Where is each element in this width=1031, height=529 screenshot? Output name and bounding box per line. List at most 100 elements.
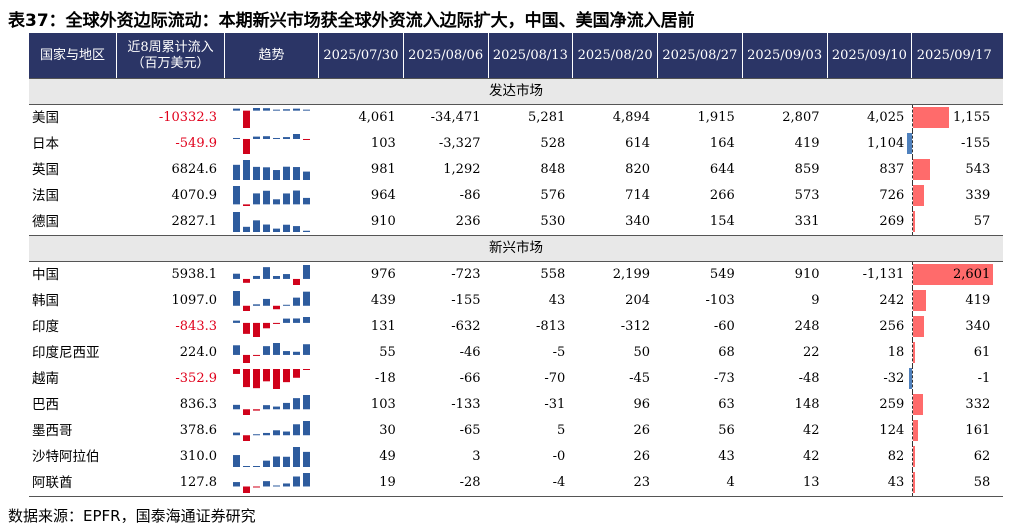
sparkline-bar — [233, 320, 240, 323]
header-date: 2025/08/06 — [404, 33, 489, 78]
sparkline-bar — [243, 354, 250, 363]
latest-value: 543 — [965, 162, 991, 177]
weekly-flow: 4,894 — [612, 110, 650, 125]
weekly-flow: 43 — [887, 475, 905, 490]
country-name: 德国 — [32, 214, 59, 230]
sparkline-bar — [233, 164, 240, 180]
sparkline-bar — [293, 108, 300, 111]
sparkline-bar — [283, 193, 290, 205]
latest-value: 332 — [965, 397, 991, 412]
latest-value: 57 — [973, 214, 991, 229]
trend-sparkline — [225, 157, 319, 183]
sparkline-chart — [233, 108, 310, 128]
weekly-flow: 266 — [709, 188, 735, 203]
weekly-flow: -4 — [552, 475, 566, 490]
country-name: 越南 — [32, 371, 59, 387]
weekly-flow: 43 — [548, 293, 566, 308]
zero-axis — [912, 470, 914, 496]
header-date: 2025/08/13 — [489, 33, 574, 78]
trend-sparkline — [225, 262, 319, 288]
sparkline-bar — [283, 483, 290, 487]
sparkline-bar — [303, 473, 310, 487]
cumulative-flow: 6824.6 — [171, 162, 218, 177]
sparkline-bar — [253, 304, 260, 306]
sparkline-bar — [263, 460, 270, 467]
weekly-flow: 63 — [718, 397, 735, 412]
data-bar — [913, 107, 949, 128]
sparkline-bar — [263, 108, 270, 111]
sparkline-chart — [233, 160, 310, 180]
sparkline-bar — [243, 322, 250, 334]
zero-axis — [912, 314, 914, 340]
weekly-flow: 644 — [709, 162, 735, 177]
sparkline-chart — [233, 343, 310, 363]
data-bar — [913, 446, 916, 467]
weekly-flow: 259 — [879, 397, 905, 412]
weekly-flow: 164 — [709, 136, 735, 151]
country-name: 墨西哥 — [32, 423, 73, 439]
weekly-flow: -60 — [713, 319, 735, 334]
flows-table: 国家与地区 近8周累计流入（百万美元） 趋势 2025/07/30 2025/0… — [29, 33, 1003, 497]
trend-sparkline — [225, 366, 319, 392]
weekly-flow: -133 — [451, 397, 481, 412]
country-name: 印度 — [32, 319, 59, 335]
data-bar — [913, 264, 994, 285]
latest-value: 161 — [965, 423, 991, 438]
sparkline-bar — [303, 291, 310, 306]
weekly-flow: -31 — [544, 397, 566, 412]
weekly-flow: 558 — [540, 267, 566, 282]
sparkline-bar — [263, 346, 270, 355]
zero-axis — [912, 418, 914, 444]
weekly-flow: 837 — [879, 162, 905, 177]
sparkline-bar — [233, 137, 240, 139]
latest-value: 58 — [973, 475, 991, 490]
weekly-flow: 848 — [540, 162, 566, 177]
weekly-flow: -32 — [883, 371, 905, 386]
table-row: 韩国 1097.0 439 -155 43 204 -103 9 242 419 — [29, 288, 1003, 314]
sparkline-bar — [263, 136, 270, 139]
sparkline-bar — [283, 166, 290, 180]
sparkline-chart — [233, 421, 310, 441]
header-country: 国家与地区 — [29, 33, 117, 78]
weekly-flow: -5 — [552, 345, 566, 360]
header-trend: 趋势 — [225, 33, 319, 78]
weekly-flow: 528 — [540, 136, 566, 151]
sparkline-bar — [233, 455, 240, 467]
sparkline-bar — [293, 351, 300, 355]
sparkline-bar — [233, 273, 240, 279]
weekly-flow: -155 — [451, 293, 481, 308]
weekly-flow: 331 — [794, 214, 820, 229]
weekly-flow: 13 — [802, 475, 820, 490]
latest-value: 419 — [965, 293, 991, 308]
table-row: 德国 2827.1 910 236 530 340 154 331 269 57 — [29, 209, 1003, 235]
data-bar — [913, 472, 916, 493]
table-body: 发达市场 美国 -10332.3 4,061 -34,471 5,281 4,894 1,91… — [29, 78, 1003, 497]
source-note: 数据来源：EPFR，国泰海通证券研究 — [8, 507, 256, 525]
trend-sparkline — [225, 209, 319, 235]
sparkline-bar — [293, 318, 300, 323]
zero-axis — [912, 392, 914, 418]
weekly-flow: 256 — [879, 319, 905, 334]
sparkline-bar — [253, 466, 260, 467]
sparkline-bar — [283, 431, 290, 436]
weekly-flow: 55 — [379, 345, 396, 360]
sparkline-bar — [273, 228, 280, 232]
data-bar — [907, 133, 913, 154]
table-row: 美国 -10332.3 4,061 -34,471 5,281 4,894 1,915 2,8… — [29, 105, 1003, 131]
sparkline-bar — [273, 170, 280, 180]
weekly-flow: 42 — [802, 449, 820, 464]
weekly-flow: 96 — [633, 397, 650, 412]
latest-value: 62 — [973, 449, 991, 464]
sparkline-bar — [233, 186, 240, 205]
zero-axis — [912, 209, 914, 235]
data-bar — [913, 290, 927, 311]
zero-axis — [912, 105, 914, 131]
latest-weekly-flow: 2,601 — [912, 262, 996, 288]
latest-value: 339 — [965, 188, 991, 203]
cumulative-flow: 224.0 — [179, 345, 217, 360]
weekly-flow: -3,327 — [438, 136, 481, 151]
weekly-flow: 549 — [709, 267, 735, 282]
sparkline-bar — [263, 481, 270, 487]
weekly-flow: 2,807 — [782, 110, 820, 125]
cumulative-flow: 836.3 — [179, 397, 217, 412]
